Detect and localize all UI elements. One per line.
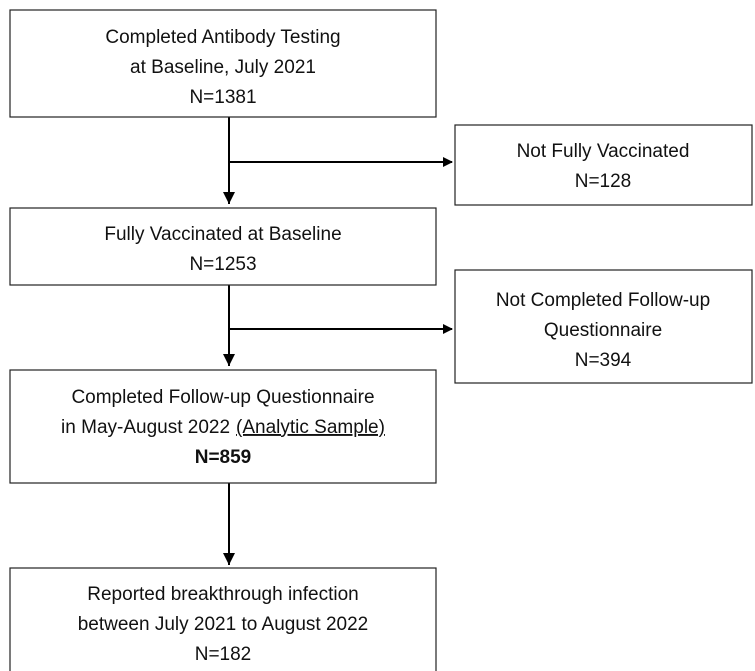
node-text: Fully Vaccinated at Baseline — [104, 224, 341, 245]
box — [9, 369, 437, 484]
node-text-line: in May-August 2022 (Analytic Sample) — [61, 417, 385, 438]
node-text: N=1253 — [189, 254, 256, 275]
node-text: Completed Antibody Testing — [105, 27, 340, 48]
box — [454, 269, 753, 384]
node-text: N=859 — [195, 447, 252, 468]
node-text: Questionnaire — [544, 320, 662, 341]
box — [454, 124, 753, 206]
node-text: Completed Follow-up Questionnaire — [71, 387, 374, 408]
node-text: N=182 — [195, 644, 252, 665]
node-text: in May-August 2022 — [61, 417, 230, 438]
node-text: Not Fully Vaccinated — [517, 141, 690, 162]
node-text: N=1381 — [189, 87, 256, 108]
node-text: Not Completed Follow-up — [496, 290, 710, 311]
underlined-text: (Analytic Sample) — [236, 417, 385, 438]
box — [9, 9, 437, 118]
node-text: between July 2021 to August 2022 — [78, 614, 369, 635]
box — [9, 567, 437, 671]
node-text: at Baseline, July 2021 — [130, 57, 316, 78]
node-text: Reported breakthrough infection — [87, 584, 358, 605]
node-text: N=394 — [575, 350, 632, 371]
box — [9, 207, 437, 286]
node-text: N=128 — [575, 171, 632, 192]
